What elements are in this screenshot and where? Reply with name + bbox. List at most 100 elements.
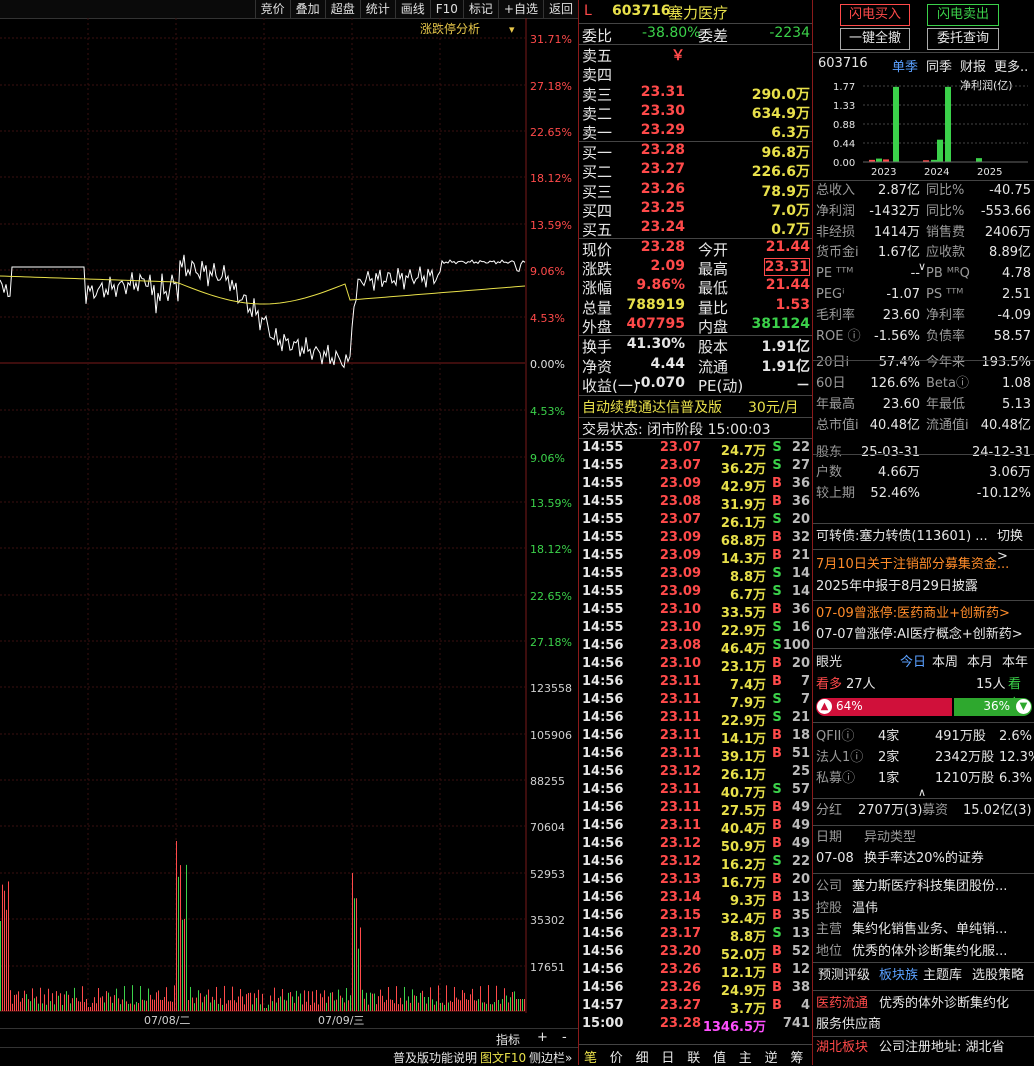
- tab-report[interactable]: 财报: [960, 60, 987, 75]
- volume-bar: [494, 1002, 495, 1011]
- fin-row: 货币金i 1.67亿 应收款 8.89亿: [815, 243, 1033, 263]
- fin-label: PE ᵀᵀᴹ: [816, 266, 854, 282]
- tab-quarter[interactable]: 单季: [892, 60, 919, 75]
- bottom-tab-1[interactable]: 价: [609, 1051, 623, 1066]
- notice-link[interactable]: 7月10日关于注销部分募集资金...: [816, 557, 1010, 572]
- bid-level-1[interactable]: 买一 23.28 96.8万: [580, 142, 812, 162]
- volume-bar: [326, 1002, 327, 1011]
- strategy-link[interactable]: 选股策略: [972, 968, 1025, 983]
- bottom-tab-8[interactable]: 筹: [790, 1051, 804, 1066]
- holder-count: 4家: [878, 729, 900, 744]
- thumb-up-icon[interactable]: ▲: [817, 699, 832, 714]
- flash-buy-button[interactable]: 闪电买入: [840, 4, 910, 26]
- level-price: 23.26: [640, 180, 685, 197]
- ask-level-1[interactable]: 卖五 ￥: [580, 45, 812, 65]
- indicator-button[interactable]: 指标: [496, 1033, 521, 1047]
- divider: [813, 825, 1034, 826]
- toolbar-item-3[interactable]: 统计: [359, 0, 395, 18]
- fin-label: 总收入: [816, 183, 856, 198]
- ask-level-5[interactable]: 卖一 23.29 6.3万: [580, 122, 812, 142]
- limit-up-link[interactable]: 07-07曾涨停:AI医疗概念+创新药>: [816, 627, 1023, 642]
- forecast-link[interactable]: 预测评级: [818, 968, 871, 983]
- bottom-tab-2[interactable]: 细: [635, 1051, 649, 1066]
- toolbar-item-6[interactable]: 标记: [462, 0, 498, 18]
- help-link[interactable]: 普及版功能说明: [393, 1051, 478, 1065]
- ask-level-4[interactable]: 卖二 23.30 634.9万: [580, 103, 812, 123]
- eye-tab-today[interactable]: 今日: [900, 655, 927, 670]
- bottom-tab-4[interactable]: 联: [687, 1051, 701, 1066]
- volume-bar: [364, 998, 365, 1011]
- expand-chevron-icon[interactable]: ∨: [918, 260, 927, 273]
- volume-bar: [158, 990, 159, 1011]
- bottom-tab-6[interactable]: 主: [738, 1051, 752, 1066]
- bull-label[interactable]: 看多: [816, 677, 843, 692]
- bid-level-3[interactable]: 买三 23.26 78.9万: [580, 181, 812, 201]
- toolbar-item-4[interactable]: 画线: [394, 0, 430, 18]
- tick-volume: 7.4万: [729, 678, 766, 693]
- bottom-tab-5[interactable]: 值: [713, 1051, 727, 1066]
- volume-bar: [94, 997, 95, 1011]
- eye-tab-week[interactable]: 本周: [932, 655, 959, 670]
- limit-up-link[interactable]: 07-09曾涨停:医药商业+创新药>: [816, 606, 1010, 621]
- tick-price: 23.17: [659, 926, 701, 941]
- toolbar-item-2[interactable]: 超盘: [324, 0, 360, 18]
- bid-level-4[interactable]: 买四 23.25 7.0万: [580, 200, 812, 220]
- fin-value: 52.46%: [870, 486, 920, 502]
- sidebar-toggle[interactable]: 侧边栏»: [529, 1051, 573, 1065]
- volume-bar: [466, 999, 467, 1011]
- tick-side: B: [772, 656, 782, 671]
- tick-time: 14:55: [582, 494, 624, 509]
- toolbar-item-5[interactable]: F10: [429, 0, 463, 18]
- tick-time: 14:56: [582, 980, 624, 995]
- convertible-bond[interactable]: 可转债:塞力转债(113601) ...: [816, 529, 988, 544]
- bid-level-2[interactable]: 买二 23.27 226.6万: [580, 161, 812, 181]
- ask-level-3[interactable]: 卖三 23.31 290.0万: [580, 84, 812, 104]
- bottom-tab-7[interactable]: 逆: [764, 1051, 778, 1066]
- theme-link[interactable]: 主题库: [923, 968, 963, 983]
- zoom-out-button[interactable]: -: [562, 1030, 567, 1045]
- promo-banner[interactable]: 自动续费通达信普及版 30元/月: [582, 400, 799, 416]
- fin-value: 23.60: [882, 307, 920, 323]
- volume-bar: [342, 997, 343, 1011]
- volume-bar: [298, 996, 299, 1011]
- volume-bar: [182, 919, 183, 1011]
- eye-tab-month[interactable]: 本月: [967, 655, 994, 670]
- fin-value: 3.06万: [989, 465, 1031, 481]
- order-query-button[interactable]: 委托查询: [927, 28, 999, 50]
- fin-value: -1432万: [869, 203, 920, 219]
- volume-bar: [172, 1001, 173, 1011]
- expand-chevron-icon[interactable]: ∧: [918, 786, 927, 799]
- tab-same-quarter[interactable]: 同季: [926, 60, 953, 75]
- toolbar-item-1[interactable]: 叠加: [289, 0, 325, 18]
- fin-label: 销售费: [926, 224, 966, 240]
- switch-link[interactable]: 切换>: [997, 529, 1024, 564]
- zoom-in-button[interactable]: +: [537, 1030, 548, 1045]
- volume-bar: [234, 1000, 235, 1011]
- cancel-all-button[interactable]: 一键全撤: [840, 28, 910, 50]
- ask-level-2[interactable]: 卖四: [580, 64, 812, 84]
- volume-bar: [270, 995, 271, 1011]
- company-label: 地位: [816, 943, 843, 959]
- bottom-tab-0[interactable]: 笔: [584, 1051, 598, 1066]
- eye-tab-year[interactable]: 本年: [1002, 655, 1029, 670]
- volume-bar: [312, 991, 313, 1011]
- flash-sell-button[interactable]: 闪电卖出: [927, 4, 999, 26]
- thumb-down-icon[interactable]: ▼: [1016, 699, 1031, 714]
- bottom-tab-3[interactable]: 日: [661, 1051, 675, 1066]
- tick-volume: 8.8万: [729, 570, 766, 585]
- toolbar-item-0[interactable]: 竞价: [254, 0, 290, 18]
- intraday-chart[interactable]: 31.71% 27.18% 22.65% 18.12% 13.59% 9.06% 4.53%…: [0, 18, 578, 1028]
- fin-label: 货币金i: [816, 245, 859, 261]
- f10-link[interactable]: 图文F10: [480, 1051, 527, 1065]
- bid-level-5[interactable]: 买五 23.24 0.7万: [580, 219, 812, 239]
- toolbar-item-7[interactable]: +自选: [497, 0, 543, 18]
- toolbar-item-8[interactable]: 返回: [542, 0, 578, 18]
- level-price: 23.30: [640, 102, 685, 119]
- sector-link[interactable]: 板块族: [879, 968, 919, 983]
- info-row: 眼光 今日 本周 本月 本年: [815, 653, 1033, 673]
- volume-bar: [272, 1001, 273, 1011]
- region-tag[interactable]: 湖北板块: [816, 1040, 869, 1055]
- volume-bar: [316, 989, 317, 1011]
- tab-more[interactable]: 更多..: [994, 60, 1029, 75]
- industry-tag[interactable]: 医药流通: [816, 996, 869, 1011]
